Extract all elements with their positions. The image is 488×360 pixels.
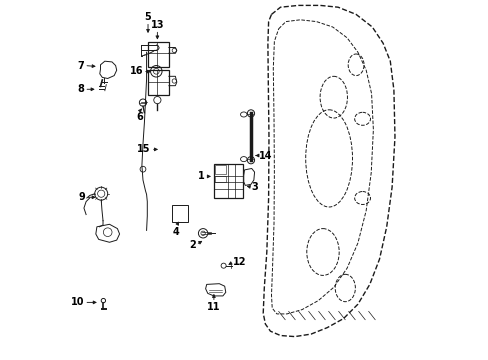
Text: 3: 3 (251, 182, 258, 192)
Bar (148, 42, 168, 67)
Text: 5: 5 (144, 12, 151, 22)
Bar (148, 70, 168, 95)
Polygon shape (244, 168, 254, 185)
Text: 9: 9 (79, 192, 85, 202)
Text: 7: 7 (78, 60, 84, 71)
Text: 4: 4 (172, 227, 179, 237)
Text: 8: 8 (77, 84, 84, 94)
Bar (215, 165, 225, 174)
Text: 11: 11 (207, 302, 220, 312)
Text: 14: 14 (258, 150, 272, 161)
Text: 10: 10 (71, 297, 84, 307)
Bar (213, 164, 243, 198)
Polygon shape (205, 284, 225, 296)
Text: 15: 15 (137, 144, 151, 154)
Text: 1: 1 (198, 171, 204, 181)
Text: 13: 13 (150, 19, 164, 30)
Text: 12: 12 (232, 257, 246, 267)
Text: 2: 2 (189, 240, 196, 250)
Bar (215, 176, 225, 182)
Text: 6: 6 (136, 112, 142, 122)
Bar (172, 205, 187, 222)
Text: 16: 16 (129, 66, 142, 76)
